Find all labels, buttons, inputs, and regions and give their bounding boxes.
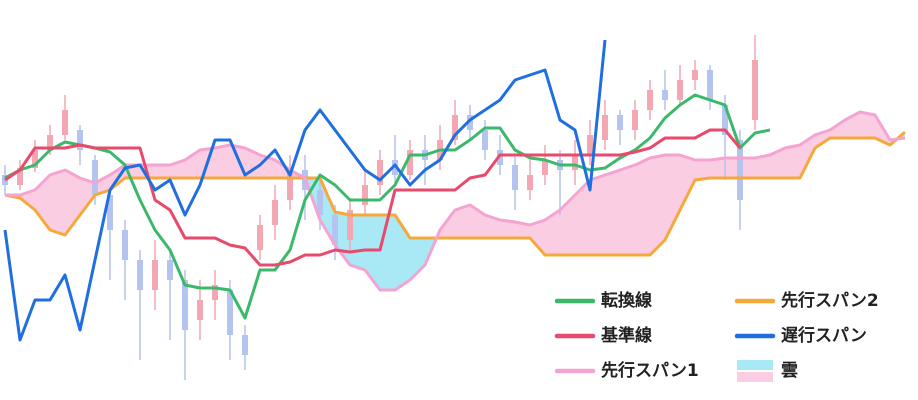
legend-label: 先行スパン1 (601, 360, 699, 381)
candle-body (122, 230, 128, 260)
cloud-segment (725, 158, 740, 178)
candle-body (212, 285, 218, 300)
cloud-segment (350, 215, 365, 270)
cloud-segment (635, 158, 650, 255)
cloud-segment (515, 222, 530, 238)
cloud-segment (365, 215, 380, 290)
candle-body (677, 80, 683, 100)
candle-body (527, 175, 533, 190)
legend-label: 先行スパン2 (781, 290, 879, 311)
candle-body (407, 150, 413, 175)
cloud-segment (245, 148, 260, 178)
cloud-segment (785, 145, 800, 178)
cloud-segment (590, 175, 605, 255)
candle-body (572, 155, 578, 170)
candle-body (257, 225, 263, 250)
cloud-segment (665, 155, 680, 240)
candle-body (662, 90, 668, 100)
candle-body (692, 70, 698, 80)
cloud-segment (530, 220, 545, 255)
cloud-segment (860, 112, 875, 138)
cloud-segment (560, 195, 575, 255)
series-line (4, 128, 742, 267)
cloud-segment (830, 120, 845, 138)
cloud-segment (155, 165, 170, 178)
candle-body (137, 260, 143, 290)
cloud-segment (605, 170, 620, 255)
legend-label: 転換線 (601, 290, 652, 311)
candle-body (362, 185, 368, 205)
cloud-segment (215, 145, 230, 178)
candle-body (737, 140, 743, 200)
series-line (5, 110, 906, 292)
cloud-segment (680, 155, 695, 210)
cloud-segment (50, 170, 65, 235)
candle-body (452, 115, 458, 140)
candle-body (227, 290, 233, 335)
candle-body (587, 135, 593, 155)
cloud-segment (740, 158, 755, 178)
cloud-segment (650, 155, 665, 255)
candle-body (107, 195, 113, 230)
candle-body (17, 168, 23, 185)
candle-body (617, 115, 623, 130)
cloud-segment (80, 178, 95, 215)
cloud-segment (485, 215, 500, 238)
candle-body (152, 260, 158, 290)
candle-body (632, 110, 638, 130)
candle-body (512, 165, 518, 190)
legend-label: 遅行スパン (781, 325, 867, 346)
cloud-segment (275, 160, 290, 178)
legend-swatch (737, 360, 773, 370)
candle-body (542, 160, 548, 175)
candle-body (467, 115, 473, 130)
candle-body (182, 280, 188, 330)
cloud-segment (545, 210, 560, 255)
legend-label: 雲 (781, 361, 798, 381)
series-line (4, 93, 771, 320)
candle-body (77, 130, 83, 150)
candle-body (377, 160, 383, 185)
candle-body (272, 200, 278, 225)
cloud-segment (455, 205, 470, 238)
candle-body (197, 300, 203, 320)
cloud-segment (500, 220, 515, 238)
cloud-segment (755, 155, 770, 178)
cloud-segment (770, 148, 785, 178)
cloud-segment (695, 160, 710, 180)
candle-body (332, 215, 338, 245)
candle-body (482, 130, 488, 150)
legend-label: 基準線 (600, 325, 652, 346)
candle-body (722, 105, 728, 135)
candle-body (242, 335, 248, 355)
candle-body (347, 210, 353, 240)
cloud-segment (380, 215, 395, 290)
series-line (4, 130, 906, 257)
candle-body (602, 115, 608, 140)
candle-body (707, 70, 713, 100)
cloud-segment (575, 180, 590, 255)
cloud-segment (35, 175, 50, 230)
cloud-segment (185, 150, 200, 178)
legend-swatch (737, 372, 773, 382)
cloud-segment (620, 165, 635, 255)
candle-body (287, 170, 293, 200)
candle-body (92, 160, 98, 195)
candle-body (62, 110, 68, 135)
candle-body (167, 260, 173, 280)
candle-body (32, 150, 38, 168)
candle-body (317, 190, 323, 215)
cloud-segment (410, 238, 425, 280)
cloud-segment (320, 178, 335, 245)
candle-body (752, 60, 758, 120)
series-line (3, 39, 607, 342)
candle-body (47, 135, 53, 150)
cloud-segment (710, 158, 725, 178)
candle-body (647, 90, 653, 110)
